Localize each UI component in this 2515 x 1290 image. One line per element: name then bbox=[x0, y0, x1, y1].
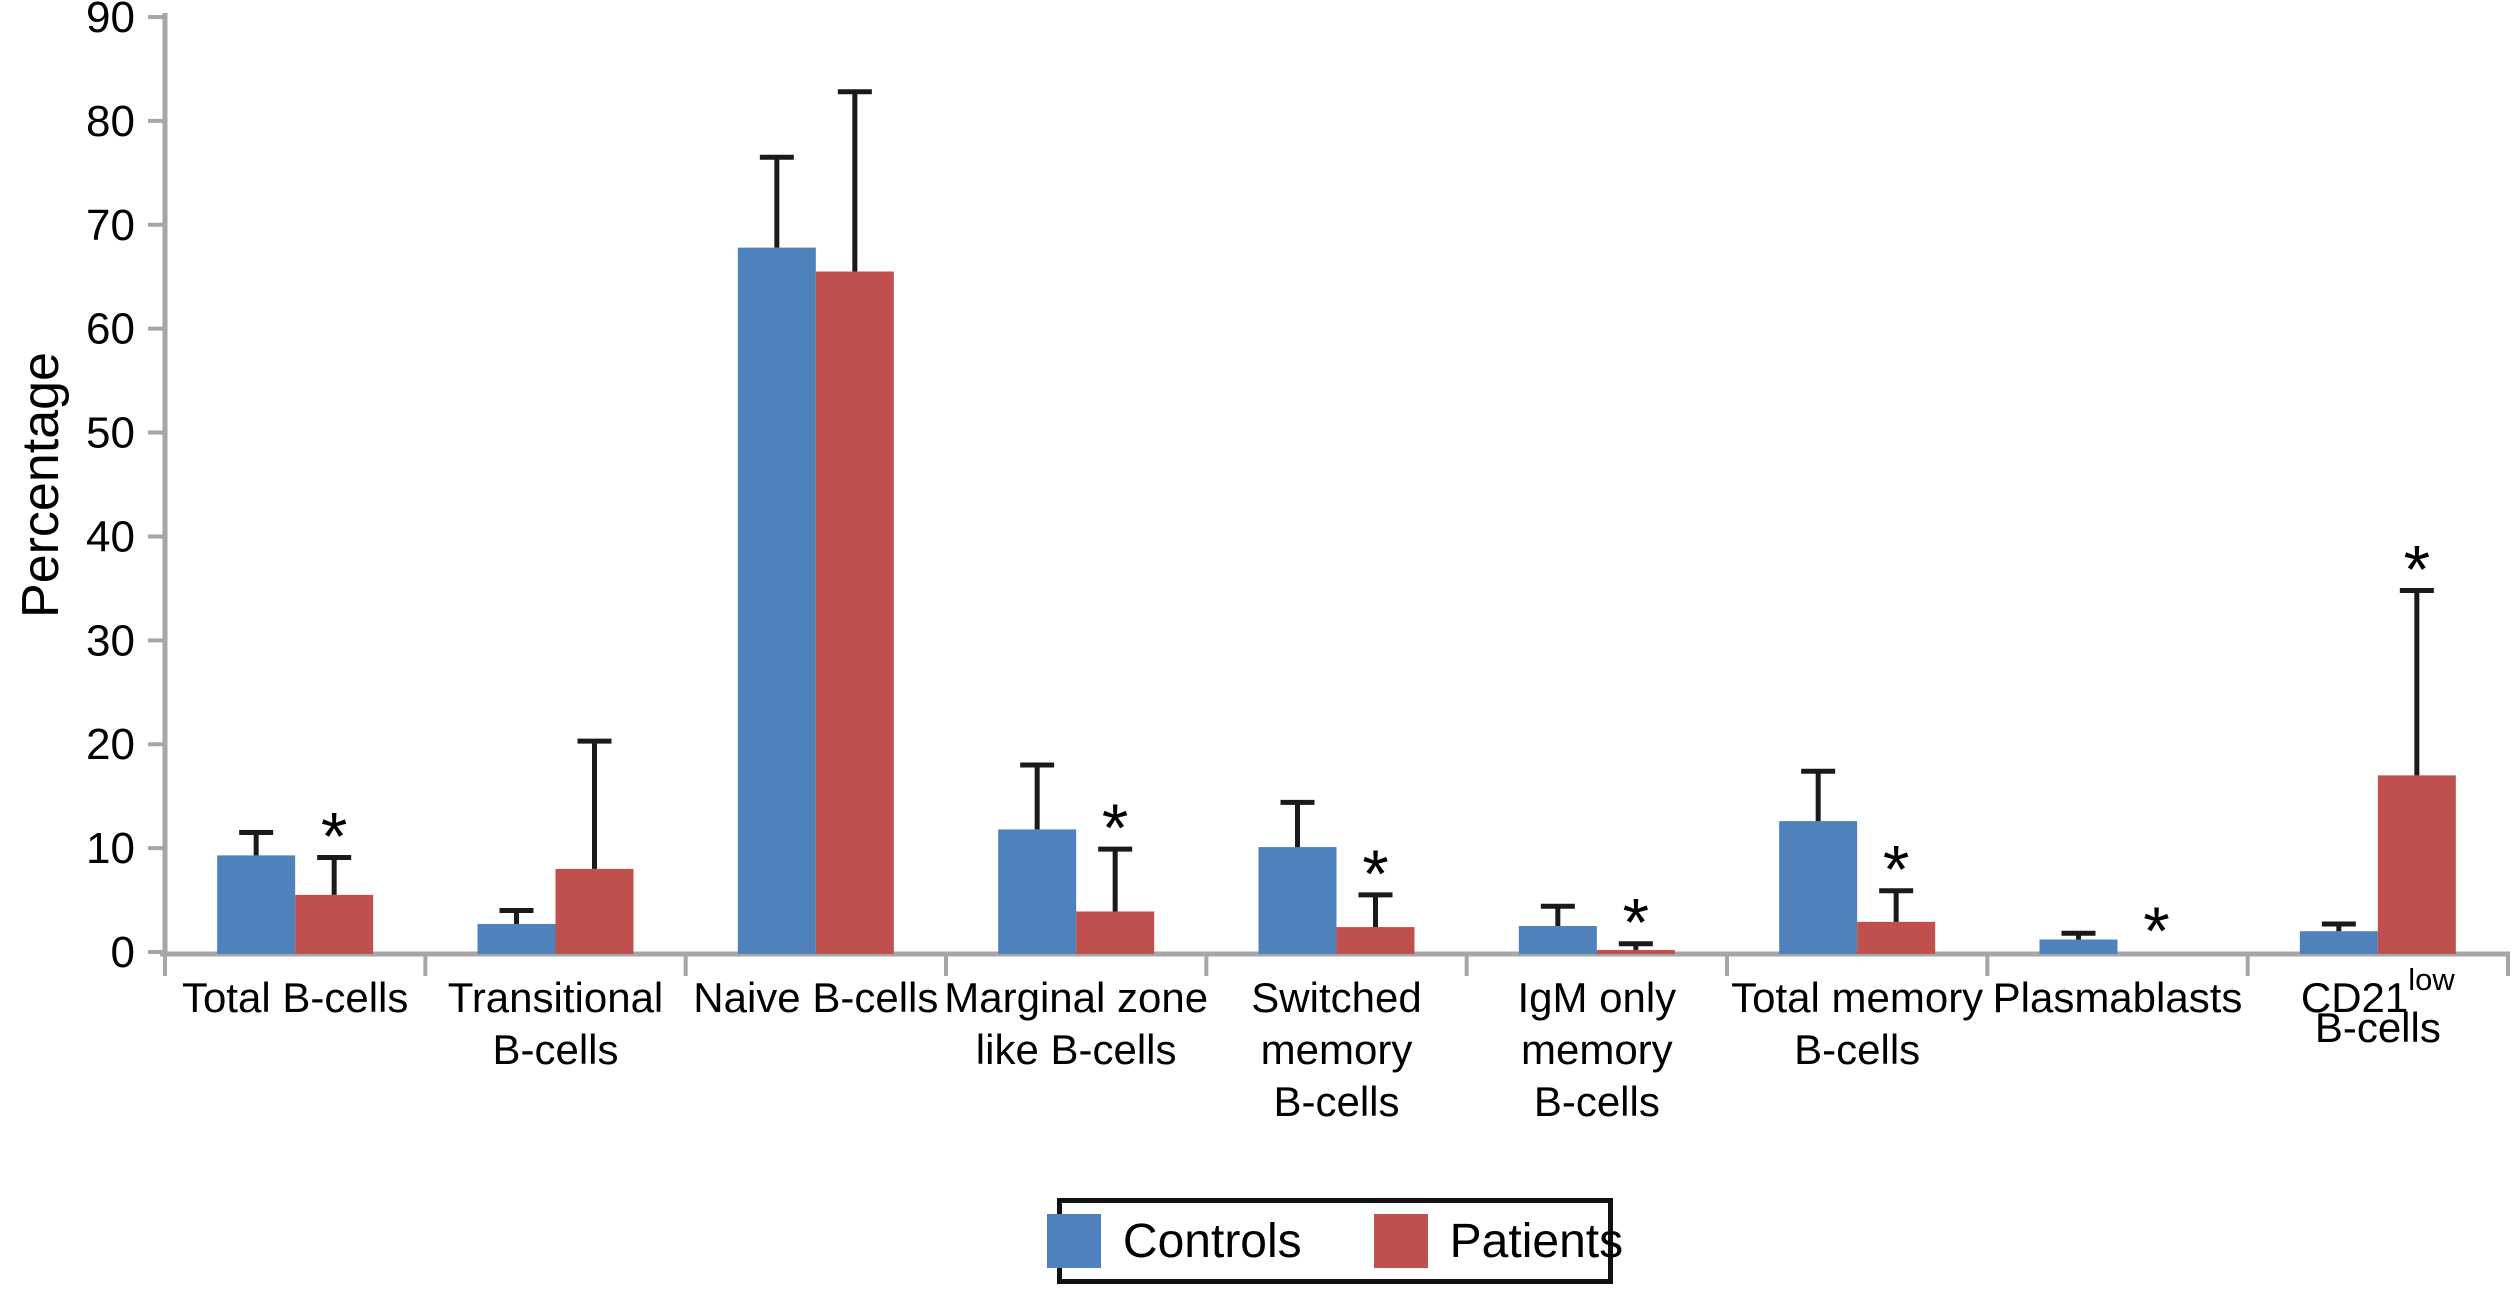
y-tick-label: 60 bbox=[86, 305, 135, 354]
category-label: Total memory B-cells bbox=[1731, 974, 1983, 1073]
bar-controls bbox=[998, 829, 1077, 954]
legend-entry-patients: Patients bbox=[1373, 1214, 1624, 1269]
bar-patients bbox=[295, 894, 374, 954]
bar-patients bbox=[1596, 949, 1675, 954]
bar-patients bbox=[2377, 775, 2456, 954]
category-label: Switched memory B-cells bbox=[1251, 974, 1421, 1125]
legend-swatch-controls bbox=[1046, 1214, 1101, 1268]
bar-patients bbox=[1076, 911, 1155, 954]
y-tick-label: 20 bbox=[86, 720, 135, 769]
bar-controls bbox=[737, 247, 816, 955]
significance-asterisk: * bbox=[1102, 790, 1128, 866]
y-tick-label: 0 bbox=[111, 928, 135, 977]
category-label: Plasmablasts bbox=[1993, 974, 2243, 1021]
y-tick-label: 90 bbox=[86, 0, 135, 42]
bar-controls bbox=[2299, 931, 2378, 954]
bar-controls bbox=[1518, 926, 1597, 954]
y-tick-label: 40 bbox=[86, 512, 135, 561]
legend: Controls Patients bbox=[1046, 1198, 1623, 1284]
category-label: Transitional B-cells bbox=[448, 974, 664, 1073]
bar-controls bbox=[1779, 821, 1858, 954]
significance-asterisk: * bbox=[321, 798, 347, 874]
legend-entry-controls: Controls bbox=[1046, 1214, 1302, 1269]
legend-swatch-patients bbox=[1373, 1214, 1428, 1268]
bar-controls bbox=[477, 923, 556, 954]
y-tick-label: 70 bbox=[86, 201, 135, 250]
bar-controls bbox=[217, 855, 296, 954]
significance-asterisk: * bbox=[1623, 885, 1649, 961]
category-label: Total B-cells bbox=[182, 974, 408, 1021]
y-tick-label: 80 bbox=[86, 97, 135, 146]
legend-label-patients: Patients bbox=[1449, 1214, 1624, 1268]
bar-controls bbox=[2039, 939, 2118, 954]
significance-asterisk: * bbox=[2404, 531, 2430, 607]
y-tick-label: 50 bbox=[86, 409, 135, 458]
y-tick-label: 30 bbox=[86, 616, 135, 665]
y-axis-title: Percentage bbox=[12, 352, 70, 618]
category-label: CD21low B-cells bbox=[2301, 962, 2456, 1051]
category-label: Marginal zone like B-cells bbox=[944, 974, 1208, 1073]
bar-controls bbox=[1258, 847, 1337, 954]
bar-patients bbox=[1857, 921, 1936, 954]
bar-patients bbox=[815, 271, 894, 954]
y-tick-label: 10 bbox=[86, 824, 135, 873]
bar-patients bbox=[555, 868, 634, 954]
bar-patients bbox=[1336, 927, 1415, 954]
category-label: IgM only memory B-cells bbox=[1517, 974, 1676, 1125]
category-label: Naive B-cells bbox=[693, 974, 938, 1021]
legend-label-controls: Controls bbox=[1122, 1214, 1302, 1268]
significance-asterisk: * bbox=[1883, 832, 1909, 908]
category-label-superscript: low bbox=[2408, 962, 2455, 997]
significance-asterisk: * bbox=[2143, 893, 2169, 969]
significance-asterisk: * bbox=[1362, 836, 1388, 912]
